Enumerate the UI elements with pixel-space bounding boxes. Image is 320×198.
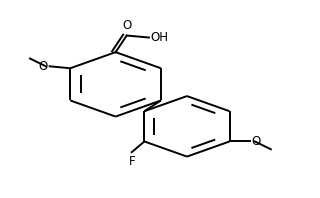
Text: O: O <box>122 19 131 32</box>
Text: OH: OH <box>150 31 168 44</box>
Text: O: O <box>252 135 261 148</box>
Text: F: F <box>128 155 135 168</box>
Text: O: O <box>39 60 48 73</box>
